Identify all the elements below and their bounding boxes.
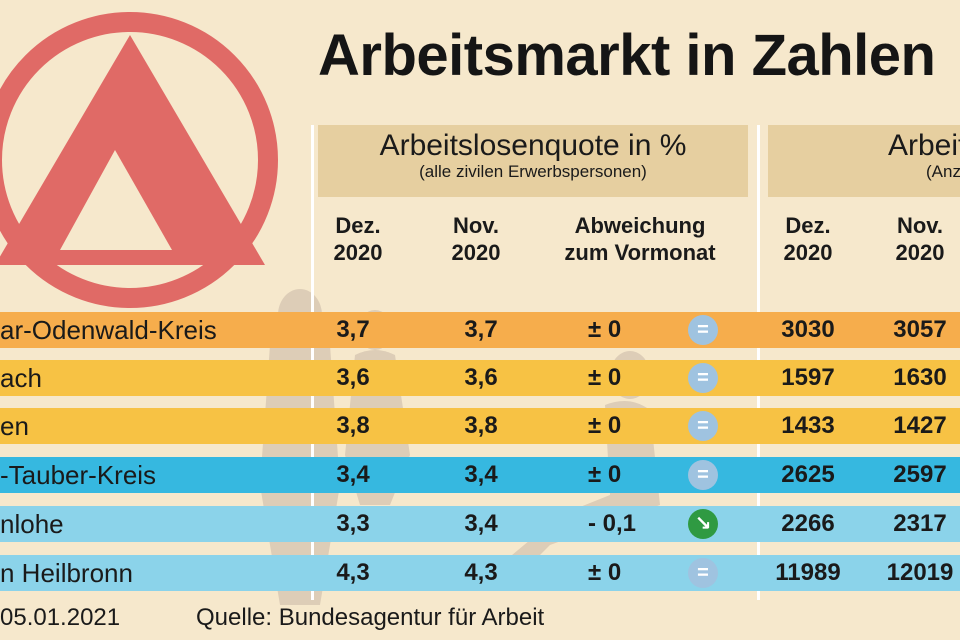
abs-dez-value: 1433 — [781, 412, 835, 439]
region-name: ar-Odenwald-Kreis — [0, 315, 217, 345]
quote-dez-value: 3,8 — [336, 412, 370, 439]
quote-nov-value: 3,6 — [464, 364, 498, 391]
table-row: nlohe 3,3 3,4 - 0,1 2266 2317 ↘ — [0, 506, 960, 542]
colhead-line: 2020 — [895, 240, 945, 265]
trend-equal-icon: = — [688, 411, 718, 441]
abs-dez-value: 2266 — [781, 510, 835, 537]
trend-equal-icon: = — [688, 558, 718, 588]
region-name: ach — [0, 363, 42, 393]
colhead-abweichung: Abweichung zum Vormonat — [540, 212, 740, 266]
table-row: ar-Odenwald-Kreis 3,7 3,7 ± 0 3030 3057 = — [0, 312, 960, 348]
abs-nov-value: 12019 — [886, 559, 954, 586]
colhead-line: 2020 — [451, 240, 501, 265]
table-row: en 3,8 3,8 ± 0 1433 1427 = — [0, 408, 960, 444]
deviation-value: ± 0 — [588, 364, 622, 391]
deviation-value: ± 0 — [588, 461, 622, 488]
abs-nov-value: 2597 — [893, 461, 947, 488]
colhead-quote-nov: Nov. 2020 — [436, 212, 516, 266]
quote-nov-value: 3,4 — [464, 461, 498, 488]
colhead-line: zum Vormonat — [564, 240, 716, 265]
colhead-line: Nov. — [896, 213, 944, 238]
colhead-abs-nov: Nov. 2020 — [880, 212, 960, 266]
header-title: Arbeitslosenquote in % — [379, 129, 687, 162]
quote-dez-value: 3,4 — [336, 461, 370, 488]
footer-source: Quelle: Bundesagentur für Arbeit — [196, 604, 545, 631]
abs-dez-value: 1597 — [781, 364, 835, 391]
region-name: en — [0, 411, 29, 441]
abs-dez-value: 2625 — [781, 461, 835, 488]
colhead-line: Abweichung — [574, 213, 706, 238]
header-subtitle: (alle zivilen Erwerbspersonen) — [419, 162, 647, 181]
colhead-line: 2020 — [333, 240, 383, 265]
region-name: -Tauber-Kreis — [0, 460, 157, 490]
quote-dez-value: 4,3 — [336, 559, 370, 586]
header-arbeitslose: Arbeitslose (Anzahl) — [768, 125, 960, 197]
table-row: ach 3,6 3,6 ± 0 1597 1630 = — [0, 360, 960, 396]
quote-nov-value: 3,8 — [464, 412, 498, 439]
abs-nov-value: 1630 — [893, 364, 947, 391]
colhead-quote-dez: Dez. 2020 — [318, 212, 398, 266]
abs-nov-value: 1427 — [893, 412, 947, 439]
colhead-line: 2020 — [783, 240, 833, 265]
colhead-line: Nov. — [452, 213, 500, 238]
quote-nov-value: 4,3 — [464, 559, 498, 586]
abs-dez-value: 11989 — [775, 559, 841, 586]
header-subtitle: (Anzahl) — [926, 162, 960, 181]
trend-equal-icon: = — [688, 460, 718, 490]
abs-nov-value: 3057 — [893, 316, 947, 343]
quote-dez-value: 3,6 — [336, 364, 370, 391]
region-name: n Heilbronn — [0, 558, 133, 588]
quote-dez-value: 3,3 — [336, 510, 370, 537]
deviation-value: ± 0 — [588, 559, 622, 586]
deviation-value: ± 0 — [588, 316, 622, 343]
quote-nov-value: 3,7 — [464, 316, 498, 343]
quote-nov-value: 3,4 — [464, 510, 498, 537]
page-title: Arbeitsmarkt in Zahlen — [318, 23, 936, 88]
agency-logo — [0, 12, 278, 308]
trend-equal-icon: = — [688, 315, 718, 345]
header-arbeitslosenquote: Arbeitslosenquote in % (alle zivilen Erw… — [318, 125, 748, 197]
colhead-line: Dez. — [785, 213, 831, 238]
deviation-value: ± 0 — [588, 412, 622, 439]
table-row: -Tauber-Kreis 3,4 3,4 ± 0 2625 2597 = — [0, 457, 960, 493]
deviation-value: - 0,1 — [588, 510, 637, 537]
abs-nov-value: 2317 — [893, 510, 947, 537]
table-row: n Heilbronn 4,3 4,3 ± 0 11989 12019 = — [0, 555, 960, 591]
trend-down-icon: ↘ — [688, 509, 718, 539]
quote-dez-value: 3,7 — [336, 316, 370, 343]
trend-equal-icon: = — [688, 363, 718, 393]
region-name: nlohe — [0, 509, 64, 539]
colhead-line: Dez. — [335, 213, 381, 238]
header-title: Arbeitslose — [888, 129, 960, 162]
abs-dez-value: 3030 — [781, 316, 835, 343]
footer-date: 05.01.2021 — [0, 604, 121, 631]
colhead-abs-dez: Dez. 2020 — [768, 212, 848, 266]
